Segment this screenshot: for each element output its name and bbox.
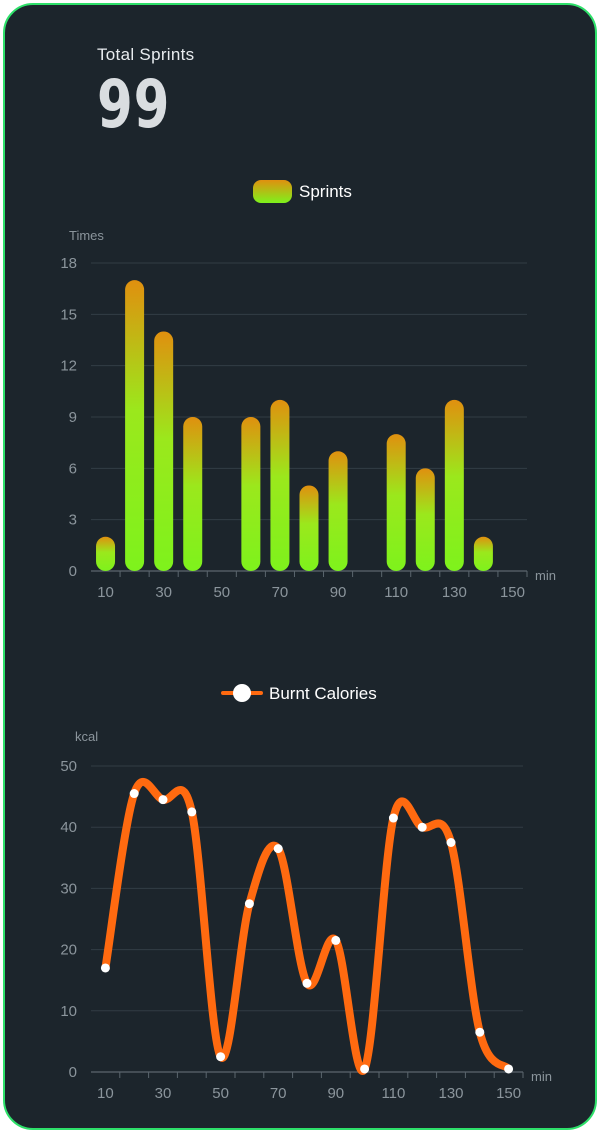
line-x-tick-label: 110 (381, 1085, 405, 1102)
app-screen: Total Sprints 99 0 3 6 9 12 15 18 10 30 50 70 90 110… (3, 3, 597, 1130)
calories-point (158, 795, 168, 805)
sprints-bar (183, 417, 203, 571)
bar-y-axis-title: Times (69, 228, 104, 243)
sprints-legend[interactable]: Sprints (253, 180, 352, 203)
bar-x-tick-label: 130 (442, 584, 467, 601)
total-sprints-summary: Total Sprints 99 (97, 45, 194, 143)
line-y-tick-label: 10 (60, 1003, 77, 1020)
bar-y-tick-label: 6 (69, 460, 77, 477)
sprints-bar (328, 451, 348, 571)
calories-point (216, 1052, 226, 1062)
sprints-bar (386, 434, 406, 571)
line-x-axis-unit: min (531, 1069, 552, 1084)
sprints-bar (299, 485, 319, 571)
sprints-bar (241, 417, 261, 571)
bar-y-tick-label: 0 (69, 563, 77, 580)
calories-legend-marker (233, 684, 251, 702)
line-y-tick-label: 20 (60, 942, 77, 959)
bar-x-tick-label: 50 (213, 584, 230, 601)
calories-point (360, 1064, 370, 1074)
line-x-tick-label: 50 (212, 1085, 229, 1102)
total-sprints-value: 99 (97, 66, 171, 143)
calories-point (331, 935, 341, 945)
calories-point (244, 899, 254, 909)
line-x-tick-label: 30 (155, 1085, 172, 1102)
line-x-tick-label: 70 (270, 1085, 287, 1102)
line-y-tick-label: 50 (60, 758, 77, 775)
bar-x-tick-label: 70 (272, 584, 289, 601)
calories-point (417, 822, 427, 832)
line-x-tick-label: 130 (438, 1085, 463, 1102)
calories-legend-label: Burnt Calories (269, 684, 377, 703)
sprints-bar (96, 536, 116, 571)
calories-point (100, 963, 110, 973)
calories-point (388, 813, 398, 823)
sprints-bar (415, 468, 435, 571)
calories-line (101, 777, 513, 1075)
bar-x-axis-unit: min (535, 568, 556, 583)
line-y-tick-label: 30 (60, 880, 77, 897)
bar-y-tick-label: 12 (60, 358, 77, 375)
line-y-tick-label: 0 (69, 1064, 77, 1081)
sprints-legend-label: Sprints (299, 182, 352, 201)
total-sprints-label: Total Sprints (97, 45, 195, 64)
line-x-tick-label: 90 (327, 1085, 344, 1102)
calories-point (504, 1064, 514, 1074)
bar-y-tick-label: 15 (60, 306, 77, 323)
calories-point (187, 807, 197, 817)
sprints-bar (154, 331, 174, 571)
calories-point (302, 978, 312, 988)
sprints-bar-chart: 0 3 6 9 12 15 18 10 30 50 70 90 110 130 150 Sprints Ti… (60, 180, 556, 601)
bar-x-tick-label: 110 (384, 584, 408, 601)
bar-x-tick-label: 10 (97, 584, 114, 601)
line-x-tick-label: 150 (496, 1085, 521, 1102)
calories-point (129, 789, 139, 799)
sprints-bar (125, 280, 145, 571)
line-x-tick-label: 10 (97, 1085, 114, 1102)
bar-y-tick-label: 18 (60, 255, 77, 272)
line-y-axis-title: kcal (75, 729, 98, 744)
calories-point (273, 844, 283, 854)
calories-point (475, 1027, 485, 1037)
calories-legend[interactable]: Burnt Calories (221, 684, 377, 703)
bar-y-tick-label: 3 (69, 512, 77, 529)
calories-point (446, 838, 456, 847)
sprints-legend-swatch (253, 180, 292, 203)
sprints-bar (444, 399, 464, 571)
bar-x-tick-label: 30 (155, 584, 172, 601)
bar-y-tick-label: 9 (69, 409, 77, 426)
bar-x-tick-label: 90 (330, 584, 347, 601)
sprints-bar (270, 399, 290, 571)
bar-x-tick-label: 150 (500, 584, 525, 601)
sprints-bar (473, 536, 493, 571)
line-y-tick-label: 40 (60, 819, 77, 836)
